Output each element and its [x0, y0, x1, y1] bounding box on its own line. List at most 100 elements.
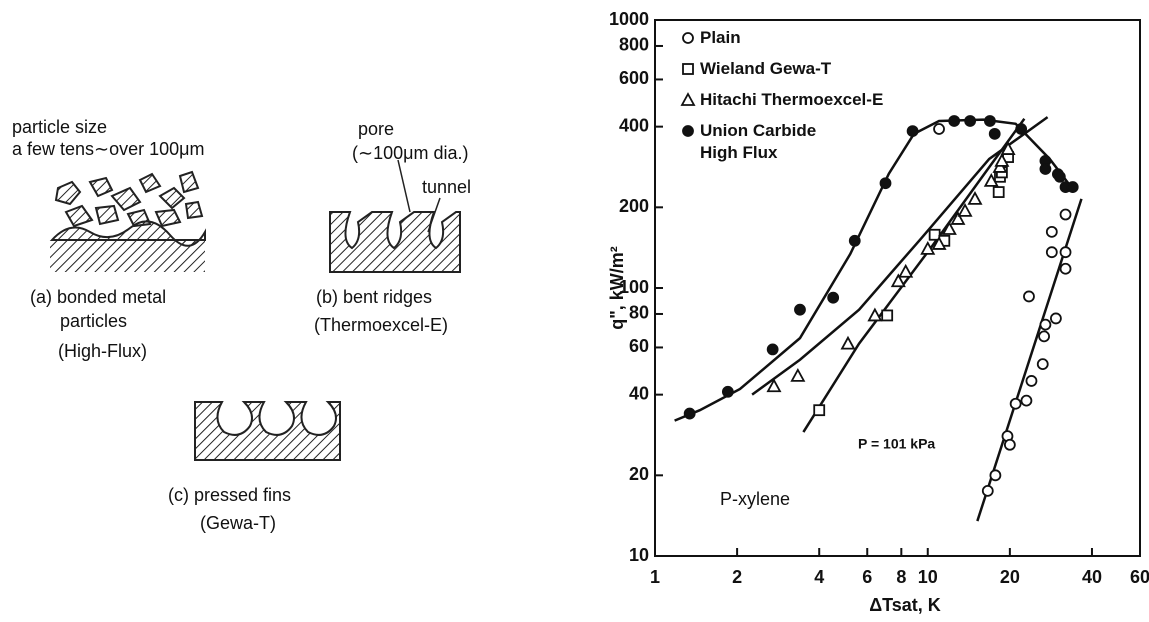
x-tick-label: 10 [918, 567, 938, 587]
marker [1059, 208, 1072, 221]
pointer [427, 197, 441, 233]
marker [957, 202, 973, 217]
caption: (c) pressed fins [168, 485, 291, 505]
marker [1003, 438, 1016, 451]
y-tick-label: 600 [619, 68, 649, 88]
particles [54, 170, 204, 228]
marker [1009, 397, 1022, 410]
marker [920, 240, 936, 255]
marker [992, 186, 1005, 198]
marker [964, 115, 977, 127]
caption: (High-Flux) [58, 341, 147, 361]
marker [867, 307, 883, 322]
marker [1025, 375, 1038, 387]
y-tick-label: 10 [629, 545, 649, 565]
fins [194, 401, 341, 461]
marker [827, 291, 840, 304]
y-tick-label: 100 [619, 277, 649, 297]
x-tick-label: 1 [650, 567, 660, 587]
marker [928, 228, 941, 241]
label: pore [358, 119, 394, 139]
marker [890, 273, 906, 288]
marker [1059, 262, 1072, 275]
y-tick-label: 800 [619, 35, 649, 55]
legend-marker [680, 92, 696, 106]
marker [984, 115, 996, 127]
diagram-b: pore (∼100μm dia.) tunnel (b) bent ridge… [314, 119, 471, 335]
fit-line [674, 118, 1074, 422]
y-tick-label: 1000 [609, 9, 649, 29]
marker [931, 236, 947, 250]
marker [794, 303, 806, 316]
legend-label: Hitachi Thermoexcel-E [700, 90, 884, 109]
marker [848, 234, 861, 247]
marker [1050, 312, 1062, 325]
marker [1020, 394, 1033, 407]
base-metal [50, 240, 205, 272]
marker [840, 335, 856, 350]
annotation: P-xylene [720, 489, 790, 509]
pointer [397, 159, 411, 213]
diagram-c: (c) pressed fins (Gewa-T) [168, 401, 341, 533]
legend-marker [682, 32, 694, 44]
x-tick-label: 20 [1000, 567, 1020, 587]
label: tunnel [422, 177, 471, 197]
x-tick-label: 6 [862, 567, 872, 587]
marker [1053, 170, 1066, 183]
marker [721, 385, 734, 398]
caption: (Gewa-T) [200, 513, 276, 533]
x-tick-label: 40 [1082, 567, 1102, 587]
x-tick-label: 4 [814, 567, 824, 587]
label: (∼100μm dia.) [352, 143, 469, 163]
marker [813, 404, 826, 417]
marker [941, 221, 957, 235]
marker [879, 177, 892, 190]
marker [1038, 330, 1050, 343]
marker [948, 115, 961, 127]
marker [1039, 318, 1052, 331]
marker [988, 127, 1001, 140]
marker [933, 123, 945, 135]
legend-label: Wieland Gewa-T [700, 59, 832, 78]
marker [1045, 225, 1058, 238]
marker [967, 191, 983, 205]
y-tick-label: 200 [619, 196, 649, 216]
marker [790, 367, 806, 382]
marker [766, 343, 779, 356]
marker [683, 407, 696, 420]
y-tick-label: 40 [629, 383, 649, 403]
marker [906, 125, 919, 137]
marker [1000, 141, 1016, 155]
marker [1059, 246, 1072, 259]
y-axis-label: q", kW/m² [607, 246, 627, 330]
caption: (a) bonded metal [30, 287, 166, 307]
caption: (Thermoexcel-E) [314, 315, 448, 335]
marker [881, 309, 894, 322]
caption: (b) bent ridges [316, 287, 432, 307]
y-tick-label: 80 [629, 303, 649, 323]
marker [766, 378, 782, 393]
particle-layer [49, 220, 206, 247]
y-tick-label: 20 [629, 464, 649, 484]
marker [1066, 181, 1079, 193]
legend-label: Plain [700, 28, 741, 47]
legend-label: Union Carbide High Flux [700, 121, 817, 162]
marker [1015, 123, 1028, 135]
marker [1045, 246, 1058, 259]
marker [994, 153, 1010, 167]
y-tick-label: 400 [619, 115, 649, 135]
label: a few tens∼over 100μm [12, 139, 205, 159]
marker [950, 211, 966, 225]
legend-marker [682, 125, 694, 137]
caption: particles [60, 311, 127, 331]
marker [981, 484, 994, 497]
ridges [329, 211, 461, 273]
x-axis-label: ΔTsat, K [869, 595, 941, 615]
x-tick-label: 2 [732, 567, 742, 587]
marker [989, 469, 1002, 482]
annotation: P = 101 kPa [858, 436, 935, 452]
marker [898, 263, 914, 278]
marker [1036, 358, 1049, 371]
